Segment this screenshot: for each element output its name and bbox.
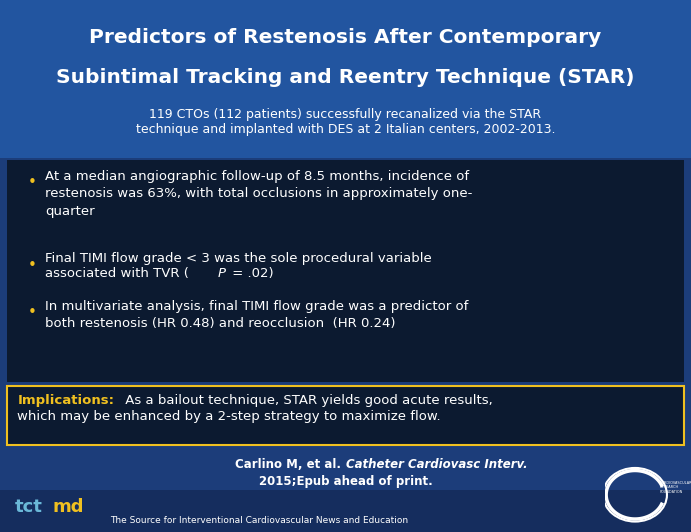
Text: Predictors of Restenosis After Contemporary: Predictors of Restenosis After Contempor…	[89, 28, 602, 47]
Text: technique and implanted with DES at 2 Italian centers, 2002-2013.: technique and implanted with DES at 2 It…	[135, 123, 556, 136]
Bar	[7, 386, 684, 445]
Text: CARDIOVASCULAR
RESEARCH
FOUNDATION: CARDIOVASCULAR RESEARCH FOUNDATION	[659, 481, 691, 494]
Text: which may be enhanced by a 2-step strategy to maximize flow.: which may be enhanced by a 2-step strate…	[17, 410, 441, 423]
Text: Subintimal Tracking and Reentry Technique (STAR): Subintimal Tracking and Reentry Techniqu…	[56, 68, 635, 87]
Text: •: •	[28, 258, 37, 273]
Text: Carlino M, et al.: Carlino M, et al.	[236, 458, 346, 471]
Text: P: P	[218, 267, 226, 280]
Bar	[0, 490, 691, 532]
Text: Implications:: Implications:	[17, 394, 114, 407]
Text: tct: tct	[15, 498, 43, 516]
Bar	[0, 0, 691, 158]
Text: = .02): = .02)	[228, 267, 274, 280]
Text: Catheter Cardiovasc Interv.: Catheter Cardiovasc Interv.	[346, 458, 527, 471]
Text: As a bailout technique, STAR yields good acute results,: As a bailout technique, STAR yields good…	[121, 394, 493, 407]
Text: In multivariate analysis, final TIMI flow grade was a predictor of
both restenos: In multivariate analysis, final TIMI flo…	[45, 300, 468, 330]
Text: The Source for Interventional Cardiovascular News and Education: The Source for Interventional Cardiovasc…	[111, 516, 408, 525]
Text: Final TIMI flow grade < 3 was the sole procedural variable: Final TIMI flow grade < 3 was the sole p…	[45, 252, 432, 265]
Text: At a median angiographic follow-up of 8.5 months, incidence of
restenosis was 63: At a median angiographic follow-up of 8.…	[45, 170, 472, 218]
Text: associated with TVR (: associated with TVR (	[45, 267, 189, 280]
Text: 119 CTOs (112 patients) successfully recanalized via the STAR: 119 CTOs (112 patients) successfully rec…	[149, 108, 542, 121]
Text: •: •	[28, 305, 37, 320]
Text: 2015;Epub ahead of print.: 2015;Epub ahead of print.	[258, 475, 433, 488]
Bar	[7, 160, 684, 382]
Text: md: md	[53, 498, 84, 516]
Text: •: •	[28, 175, 37, 190]
Bar	[0, 158, 691, 532]
